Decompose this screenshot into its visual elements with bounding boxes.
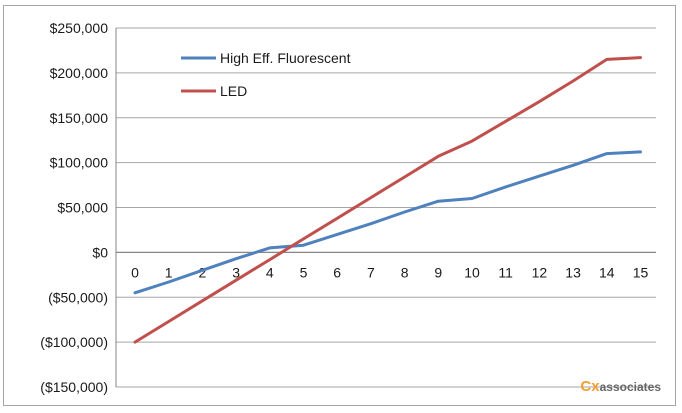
- chart-frame: $250,000 $200,000 $150,000 $100,000 $50,000 $…: [3, 5, 676, 406]
- x-tick-label: 0: [131, 264, 139, 280]
- y-tick-label: $250,000: [50, 20, 109, 36]
- legend: High Eff. Fluorescent LED: [181, 50, 351, 99]
- cx-associates-logo: Cxassociates: [580, 378, 661, 395]
- x-tick-label: 4: [266, 264, 274, 280]
- y-tick-label: $0: [92, 244, 108, 260]
- legend-label: High Eff. Fluorescent: [220, 50, 351, 66]
- x-tick-label: 10: [464, 264, 480, 280]
- logo-prefix: Cx: [580, 378, 600, 395]
- series-lines: [133, 56, 642, 344]
- y-tick-label: $200,000: [50, 65, 109, 81]
- x-tick-label: 8: [401, 264, 409, 280]
- legend-label: LED: [220, 83, 247, 99]
- y-tick-label: ($150,000): [40, 379, 108, 395]
- gridlines: [115, 27, 656, 388]
- line-chart: $250,000 $200,000 $150,000 $100,000 $50,000 $…: [40, 20, 656, 395]
- x-tick-label: 12: [532, 264, 548, 280]
- y-tick-label: $150,000: [50, 110, 109, 126]
- x-tick-label: 15: [633, 264, 649, 280]
- x-tick-label: 2: [199, 264, 207, 280]
- series-line-fluorescent: [133, 150, 642, 295]
- x-tick-label: 14: [599, 264, 615, 280]
- x-tick-label: 11: [498, 264, 513, 280]
- x-tick-label: 5: [300, 264, 308, 280]
- y-tick-label: ($100,000): [40, 334, 108, 350]
- y-tick-label: $50,000: [57, 200, 108, 216]
- x-tick-label: 7: [367, 264, 375, 280]
- x-tick-label: 13: [565, 264, 581, 280]
- x-tick-label: 6: [333, 264, 341, 280]
- x-axis: 0 1 2 3 4 5 6 7 8 9 10 11 12 13 14 15: [131, 264, 648, 280]
- series-line-led: [133, 56, 642, 344]
- y-tick-label: ($50,000): [48, 289, 108, 305]
- x-tick-label: 3: [232, 264, 240, 280]
- logo-suffix: associates: [599, 380, 661, 394]
- x-tick-label: 1: [165, 264, 173, 280]
- y-tick-label: $100,000: [50, 155, 109, 171]
- x-tick-label: 9: [434, 264, 442, 280]
- y-axis-tick-labels: $250,000 $200,000 $150,000 $100,000 $50,000 $…: [40, 20, 108, 395]
